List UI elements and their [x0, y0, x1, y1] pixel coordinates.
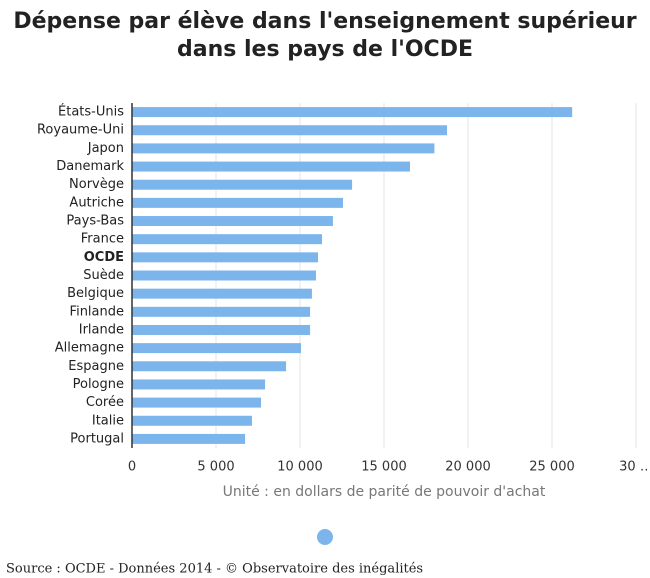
bar: [132, 415, 252, 426]
y-tick-label: Finlande: [70, 304, 124, 319]
x-tick-label: 0: [128, 460, 136, 475]
x-tick-label: 5 000: [197, 460, 234, 475]
bar: [132, 143, 435, 154]
y-tick-label: Norvège: [69, 177, 124, 192]
bar: [132, 197, 344, 208]
y-tick-label: Royaume-Uni: [37, 123, 124, 138]
bar: [132, 252, 318, 263]
bar: [132, 361, 287, 372]
y-tick-label: Irlande: [79, 322, 124, 337]
y-tick-label: Espagne: [68, 359, 124, 374]
bar: [132, 179, 353, 190]
bar: [132, 107, 573, 118]
bar: [132, 270, 316, 281]
y-tick-label: Corée: [86, 395, 124, 410]
y-tick-label: Danemark: [56, 159, 124, 174]
bar: [132, 397, 262, 408]
bar: [132, 216, 333, 227]
x-tick-label: 25 000: [529, 460, 575, 475]
bar: [132, 306, 311, 317]
y-tick-label: États-Unis: [58, 104, 124, 120]
x-tick-label: 30 …: [619, 460, 650, 475]
bar: [132, 125, 447, 136]
bar: [132, 433, 246, 444]
chart-title: Dépense par élève dans l'enseignement su…: [13, 9, 636, 34]
y-tick-label: Italie: [92, 413, 124, 428]
legend-marker: [317, 529, 333, 545]
chart-title: dans les pays de l'OCDE: [177, 37, 473, 62]
y-tick-label: Belgique: [67, 286, 124, 301]
y-tick-label: Portugal: [70, 431, 124, 446]
bar: [132, 288, 312, 299]
x-tick-label: 10 000: [277, 460, 323, 475]
bar: [132, 234, 323, 245]
bar: [132, 161, 411, 172]
x-tick-label: 20 000: [445, 460, 491, 475]
source: Source : OCDE - Données 2014 - © Observa…: [6, 562, 423, 577]
y-tick-label: Japon: [87, 141, 124, 156]
x-tick-label: 15 000: [361, 460, 407, 475]
bar: [132, 324, 311, 335]
bar: [132, 379, 266, 390]
x-axis-title: Unité : en dollars de parité de pouvoir …: [223, 484, 546, 500]
y-tick-label: OCDE: [84, 250, 124, 265]
y-tick-label: Suède: [83, 268, 124, 283]
y-tick-label: Pays-Bas: [66, 214, 124, 229]
y-tick-label: Autriche: [69, 195, 124, 210]
bar: [132, 343, 302, 354]
y-tick-label: Allemagne: [55, 341, 124, 356]
y-tick-label: France: [81, 232, 124, 247]
y-tick-label: Pologne: [73, 377, 124, 392]
